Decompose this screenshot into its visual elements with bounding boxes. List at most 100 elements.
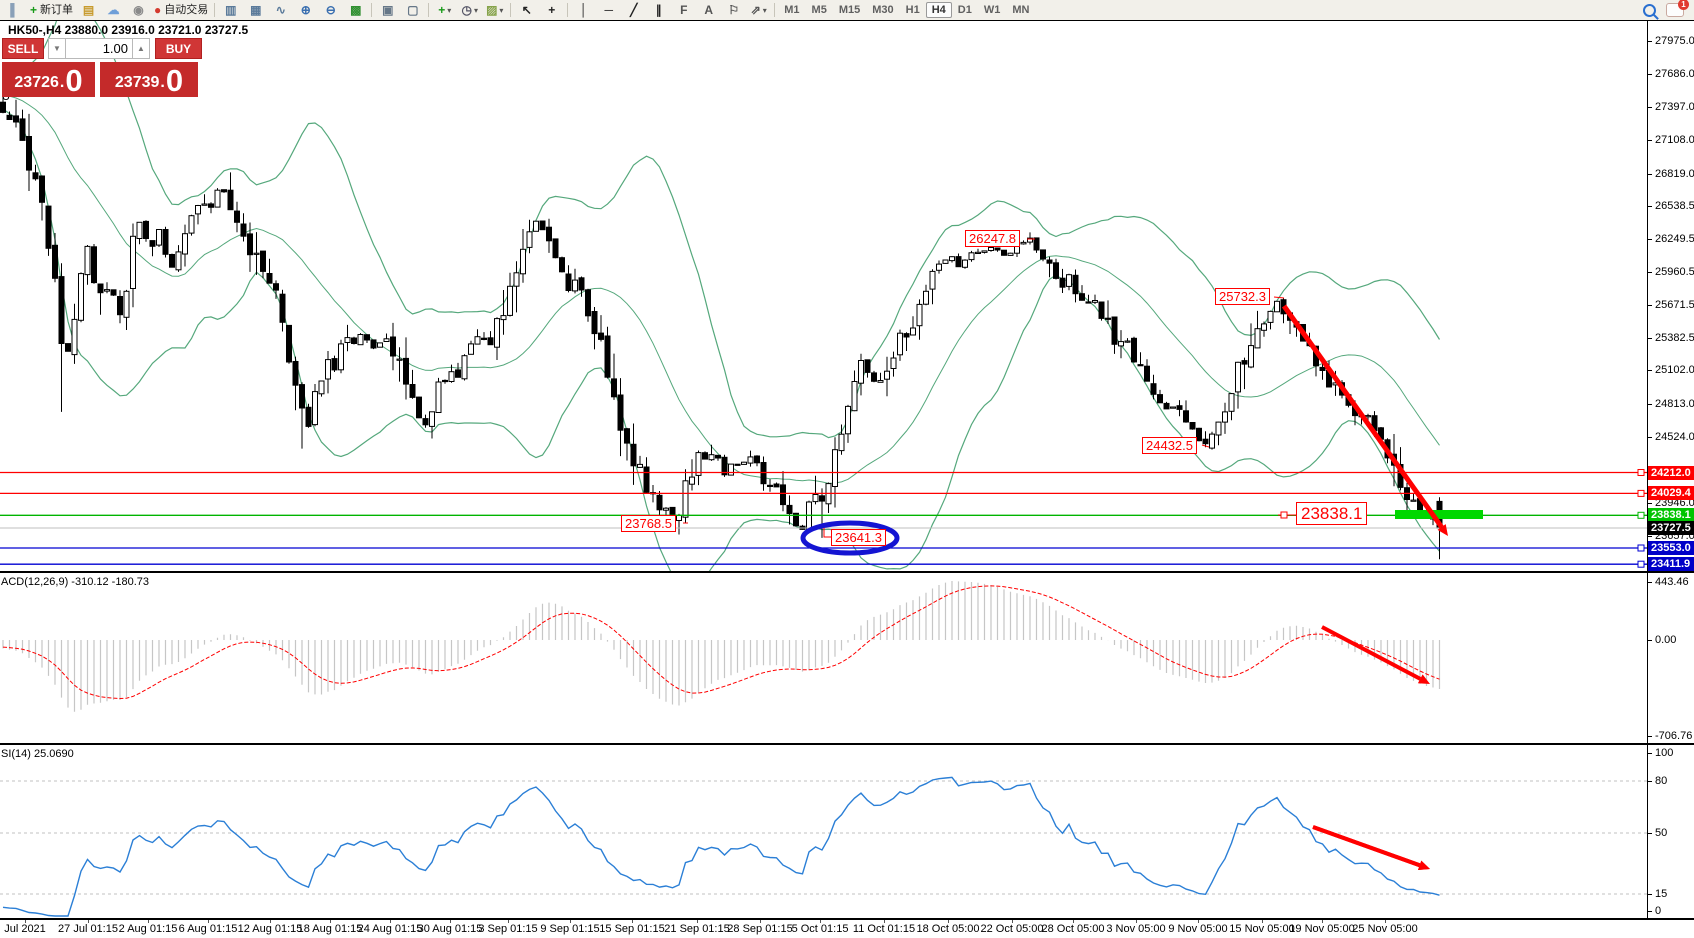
indicators-button[interactable]: + ▾ — [432, 1, 457, 20]
buy-price-display[interactable]: 23739. 0 — [100, 62, 198, 97]
volume-input[interactable] — [66, 38, 132, 59]
axis-tick-mark — [1648, 370, 1652, 372]
timeframe-m1-button[interactable]: M1 — [784, 4, 800, 16]
red-trend-arrow[interactable] — [1312, 825, 1430, 870]
candlestick-chart-icon[interactable]: ▦ — [243, 1, 268, 20]
text-tool[interactable]: A — [696, 1, 721, 20]
depth-of-market-icon-glyph: ▤ — [82, 2, 95, 17]
cursor-tool[interactable]: ↖ — [514, 1, 539, 20]
one-click-trading-panel: SELL ▼ ▲ BUY 23726.0 23739.0 — [2, 38, 202, 97]
volume-increase-button[interactable]: ▲ — [132, 38, 150, 59]
auto-trading-button[interactable]: ● 自动交易 — [151, 1, 211, 20]
sell-price-pip: 0 — [65, 63, 83, 98]
horizontal-line-tool[interactable]: ─ — [596, 1, 621, 20]
timeframe-m5-button[interactable]: M5 — [811, 4, 827, 16]
zoom-in-icon[interactable]: ⊕ — [293, 1, 318, 20]
time-tick-mark — [270, 920, 271, 923]
horizontal-price-lines-layer[interactable] — [0, 469, 1647, 568]
time-tick-mark — [632, 920, 633, 923]
toolbar-separator — [510, 3, 512, 17]
crosshair-tool[interactable]: + — [539, 1, 564, 20]
signals-icon[interactable]: ◉ — [126, 1, 151, 20]
sell-button[interactable]: SELL — [2, 38, 44, 59]
price-axis[interactable]: 27975.0 27686.0 27397.0 27108.0 26819.0 26538… — [1647, 21, 1694, 920]
chart-symbol-info: HK50-,H4 23880.0 23916.0 23721.0 23727.5 — [8, 23, 249, 37]
timeframe-h1-button[interactable]: H1 — [905, 4, 920, 16]
axis-tick-mark — [1648, 833, 1652, 834]
horizontal-line-glyph: ─ — [604, 2, 614, 17]
time-tick-label: 18 Oct 05:00 — [916, 923, 980, 935]
price-line-badge: 24029.4 — [1648, 486, 1694, 501]
price-tick-label: 25102.0 — [1655, 364, 1694, 377]
rsi-tick-label: 80 — [1655, 775, 1668, 787]
rsi-label: SI(14) 25.0690 — [1, 748, 74, 760]
tile-windows-icon[interactable]: ▩ — [343, 1, 368, 20]
notification-count-badge: 1 — [1678, 0, 1689, 10]
price-annotation-label[interactable]: 24432.5 — [1142, 437, 1197, 454]
templates-button[interactable]: ▨ ▾ — [482, 1, 507, 20]
shapes-tool[interactable]: ⇗ ▾ — [746, 1, 771, 20]
search-icon[interactable] — [1643, 3, 1656, 17]
timeframe-m15-button[interactable]: M15 — [838, 4, 861, 16]
new-order-button[interactable]: + 新订单 — [27, 1, 76, 20]
axis-tick-mark — [1648, 41, 1652, 42]
red-trend-arrow[interactable] — [1281, 304, 1448, 536]
fibonacci-tool[interactable]: F — [671, 1, 696, 20]
macd-rsi-divider[interactable] — [0, 743, 1694, 745]
ohlc-bars-icon[interactable]: ▥ — [218, 1, 243, 20]
chevron-down-icon: ▾ — [474, 5, 479, 15]
main-macd-divider[interactable] — [0, 571, 1694, 573]
axis-tick-mark — [1648, 503, 1652, 504]
line-chart-icon[interactable]: ∿ — [268, 1, 293, 20]
volume-decrease-button[interactable]: ▼ — [48, 38, 66, 59]
time-tick-mark — [570, 920, 571, 923]
macd-pane[interactable]: ACD(12,26,9) -310.12 -180.73 — [0, 573, 1647, 743]
time-tick-label: 25 Nov 05:00 — [1352, 923, 1418, 935]
zoom-out-icon[interactable]: ⊖ — [318, 1, 343, 20]
window-fragment-icon-glyph: ▌ — [10, 2, 19, 17]
zoom-out-icon-glyph: ⊖ — [325, 2, 336, 17]
vertical-line-tool[interactable]: │ — [571, 1, 596, 20]
sell-price-display[interactable]: 23726. 0 — [2, 62, 95, 97]
time-tick-mark — [1262, 920, 1263, 923]
depth-of-market-icon[interactable]: ▤ — [76, 1, 101, 20]
price-tick-label: 26249.5 — [1655, 232, 1694, 245]
mql5-cloud-icon[interactable]: ☁ — [101, 1, 126, 20]
price-tick-label: 24524.0 — [1655, 430, 1694, 443]
price-annotation-label[interactable]: 26247.8 — [965, 230, 1020, 247]
chevron-down-icon: ▾ — [499, 5, 504, 15]
price-annotation-label[interactable]: 23838.1 — [1296, 502, 1368, 525]
label-tool[interactable]: ⚐ — [721, 1, 746, 20]
notifications-icon[interactable]: 1 — [1666, 0, 1689, 17]
time-tick-mark — [948, 920, 949, 923]
timeframe-d1-button[interactable]: D1 — [957, 4, 972, 16]
window-fragment-icon[interactable]: ▌ — [2, 1, 27, 20]
rsi-pane[interactable]: SI(14) 25.0690 — [0, 745, 1647, 918]
rsi-tick-label: 50 — [1655, 827, 1668, 839]
green-highlight-bar[interactable] — [1395, 510, 1483, 519]
sell-price-main: 23726 — [14, 74, 59, 91]
time-tick-label: 6 Aug 01:15 — [178, 923, 238, 935]
time-axis[interactable]: Jul 2021 27 Jul 01:15 2 Aug 01:15 6 Aug 01:… — [0, 920, 1694, 938]
price-annotation-label[interactable]: 23768.5 — [621, 515, 676, 532]
price-chart-pane[interactable]: U 26247.8 25732.3 24432.5 23768.5 23641.3 238… — [0, 21, 1647, 571]
trendline-tool[interactable]: ╱ — [621, 1, 646, 20]
macd-tick-label: 0.00 — [1655, 634, 1677, 646]
chart-shift-icon[interactable]: ▢ — [400, 1, 425, 20]
timeframe-w1-button[interactable]: W1 — [983, 4, 1001, 16]
time-tick-label: Jul 2021 — [4, 923, 46, 935]
auto-scroll-icon[interactable]: ▣ — [375, 1, 400, 20]
periods-button[interactable]: ◷ ▾ — [457, 1, 482, 20]
channel-glyph: ∥ — [655, 2, 662, 17]
timeframe-mn-button[interactable]: MN — [1012, 4, 1030, 16]
time-tick-label: 19 Nov 05:00 — [1289, 923, 1355, 935]
price-annotation-label[interactable]: 23641.3 — [831, 529, 886, 546]
timeframe-m30-button[interactable]: M30 — [872, 4, 894, 16]
candle-wicks-layer — [2, 96, 1440, 560]
timeframe-h4-button[interactable]: H4 — [925, 2, 952, 18]
price-annotation-label[interactable]: 25732.3 — [1215, 288, 1270, 305]
channel-tool[interactable]: ∥ — [646, 1, 671, 20]
red-trend-arrow[interactable] — [1321, 625, 1430, 684]
buy-button[interactable]: BUY — [155, 38, 202, 59]
blue-circle-annotation[interactable] — [800, 520, 900, 556]
